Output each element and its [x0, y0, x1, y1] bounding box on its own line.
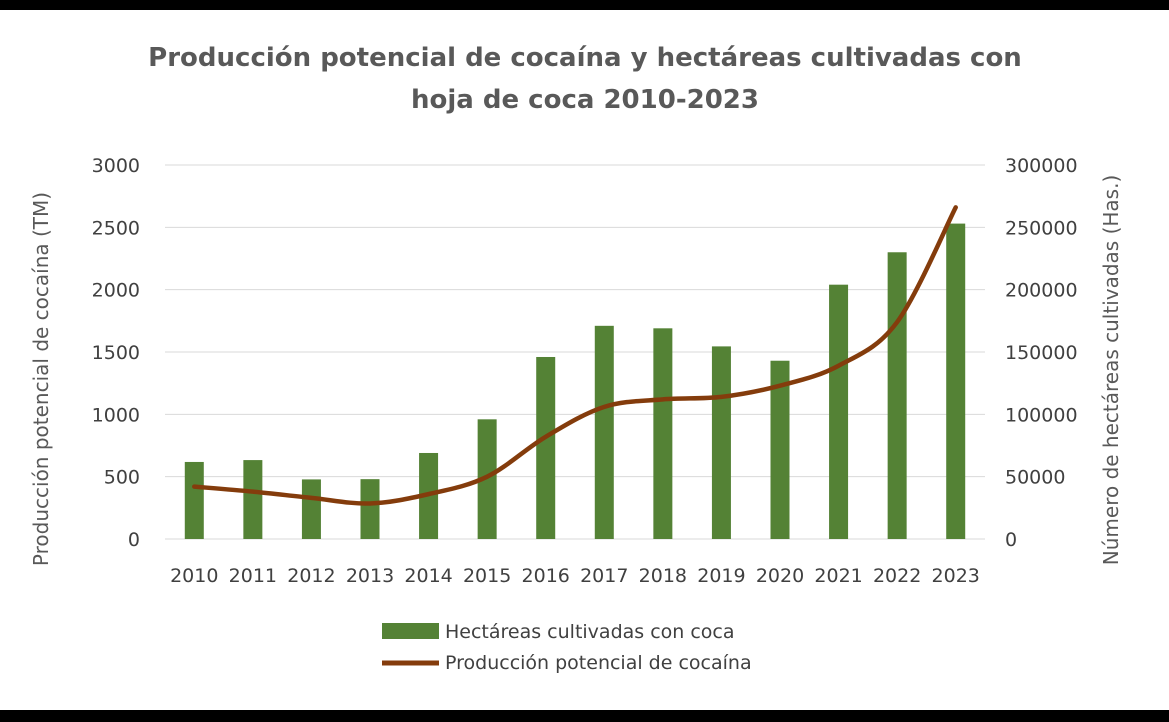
bar	[829, 284, 849, 539]
right-tick-label: 200000	[1005, 280, 1078, 302]
x-axis-ticks: 2010 2011 2012 2013 2014 2015 2016 2017 2018 2019…	[170, 565, 980, 587]
left-tick-label: 3000	[92, 155, 140, 177]
x-tick-label: 2010	[170, 565, 218, 587]
bar-series	[184, 223, 966, 540]
x-tick-label: 2019	[697, 565, 745, 587]
right-tick-label: 50000	[1005, 467, 1065, 489]
left-tick-label: 0	[128, 529, 140, 551]
x-tick-label: 2011	[229, 565, 277, 587]
right-tick-label: 0	[1005, 529, 1017, 551]
x-tick-label: 2015	[463, 565, 511, 587]
x-tick-label: 2018	[639, 565, 687, 587]
chart-svg: Producción potencial de cocaína y hectár…	[29, 43, 1123, 674]
left-axis-ticks: 0 500 1000 1500 2000 2500 3000	[92, 155, 140, 551]
bar	[711, 346, 731, 539]
legend: Hectáreas cultivadas con coca Producción…	[382, 621, 752, 674]
right-axis-title: Número de hectáreas cultivadas (Has.)	[1099, 175, 1123, 565]
bar	[301, 479, 321, 539]
x-tick-label: 2021	[814, 565, 862, 587]
right-axis-ticks: 0 50000 100000 150000 200000 250000 300000	[1005, 155, 1078, 551]
bar	[770, 360, 790, 539]
bar	[360, 479, 380, 539]
x-tick-label: 2022	[873, 565, 921, 587]
x-tick-label: 2017	[580, 565, 628, 587]
production-line	[192, 205, 958, 506]
x-tick-label: 2020	[756, 565, 804, 587]
left-tick-label: 500	[104, 467, 140, 489]
right-tick-label: 100000	[1005, 404, 1078, 426]
legend-swatch-bars	[382, 623, 439, 639]
x-tick-label: 2014	[404, 565, 452, 587]
left-axis-title: Producción potencial de cocaína (TM)	[29, 192, 53, 566]
left-tick-label: 1000	[92, 404, 140, 426]
left-tick-label: 1500	[92, 342, 140, 364]
bar	[536, 356, 556, 539]
bar	[946, 223, 966, 540]
left-tick-label: 2500	[92, 217, 140, 239]
gridlines	[165, 164, 985, 540]
legend-label-line: Producción potencial de cocaína	[445, 652, 752, 674]
right-tick-label: 150000	[1005, 342, 1078, 364]
right-tick-label: 300000	[1005, 155, 1078, 177]
bar	[887, 252, 907, 539]
line-series	[192, 205, 958, 506]
chart-title-line-1: Producción potencial de cocaína y hectár…	[148, 43, 1022, 73]
x-tick-label: 2013	[346, 565, 394, 587]
right-tick-label: 250000	[1005, 217, 1078, 239]
x-tick-label: 2016	[522, 565, 570, 587]
left-tick-label: 2000	[92, 280, 140, 302]
bar	[653, 328, 673, 539]
chart-area: Producción potencial de cocaína y hectár…	[0, 10, 1169, 710]
chart-title-line-2: hoja de coca 2010-2023	[411, 85, 759, 115]
x-tick-label: 2023	[932, 565, 980, 587]
bar	[184, 461, 204, 539]
legend-label-bars: Hectáreas cultivadas con coca	[445, 621, 735, 643]
bar	[243, 460, 263, 539]
bar	[594, 325, 614, 539]
x-tick-label: 2012	[287, 565, 335, 587]
